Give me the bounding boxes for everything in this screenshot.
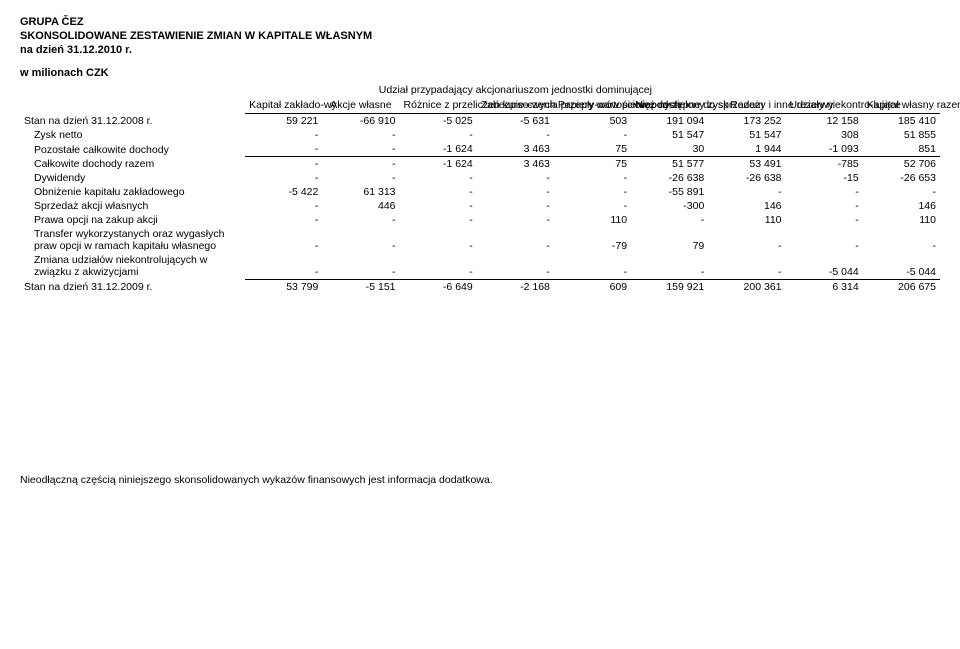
row-opt: Prawa opcji na zakup akcji ----110-110-1… [20, 213, 940, 227]
col-6: Niepod-zielony zysk [631, 98, 708, 114]
column-header-row: Kapitał zakłado-wy Akcje własne Różnice … [20, 98, 940, 114]
col-8: Udziały niekontro-lujące [786, 98, 863, 114]
row-label: Transfer wykorzystanych oraz wygasłych p… [20, 227, 245, 253]
row-dec: Obniżenie kapitału zakładowego -5 42261 … [20, 185, 940, 199]
report-asof: na dzień 31.12.2010 r. [20, 44, 940, 58]
col-5: Papiery wartościowe dostępne do sprzedaż… [554, 98, 631, 114]
row-label: Pozostałe całkowite dochody [20, 142, 245, 157]
col-4: Zabezpie-czenia przepły-wów pienięż-nych [477, 98, 554, 114]
row-open: Stan na dzień 31.12.2008 r. 59 221 -66 9… [20, 114, 940, 129]
footer-note: Nieodłączną częścią niniejszego skonsoli… [20, 474, 940, 486]
row-sale: Sprzedaż akcji własnych -446----300146-1… [20, 199, 940, 213]
row-transfer: Transfer wykorzystanych oraz wygasłych p… [20, 227, 940, 253]
row-netto: Zysk netto -----51 54751 54730851 855 [20, 128, 940, 142]
row-total-ci: Całkowite dochody razem ---1 6243 463755… [20, 157, 940, 172]
unit-note: w milionach CZK [20, 67, 940, 79]
row-label: Sprzedaż akcji własnych [20, 199, 245, 213]
row-label: Zmiana udziałów niekontrolujących w zwią… [20, 253, 245, 279]
col-2: Akcje własne [322, 98, 399, 114]
row-label: Dywidendy [20, 171, 245, 185]
col-9: Kapitał własny razem [863, 98, 940, 114]
spanner-row: Udział przypadający akcjonariuszom jedno… [20, 83, 940, 98]
company-name: GRUPA ČEZ [20, 16, 940, 30]
row-label: Całkowite dochody razem [20, 157, 245, 172]
col-3: Różnice z przeliczeń kurso-wych [400, 98, 477, 114]
row-label: Stan na dzień 31.12.2009 r. [20, 279, 245, 294]
col-1: Kapitał zakłado-wy [245, 98, 322, 114]
row-close: Stan na dzień 31.12.2009 r. 53 799-5 151… [20, 279, 940, 294]
row-label: Obniżenie kapitału zakładowego [20, 185, 245, 199]
row-label: Stan na dzień 31.12.2008 r. [20, 114, 245, 129]
row-div: Dywidendy ------26 638-26 638-15-26 653 [20, 171, 940, 185]
equity-table: Udział przypadający akcjonariuszom jedno… [20, 83, 940, 294]
row-label: Zysk netto [20, 128, 245, 142]
report-title: SKONSOLIDOWANE ZESTAWIENIE ZMIAN W KAPIT… [20, 30, 940, 44]
spanner: Udział przypadający akcjonariuszom jedno… [245, 83, 785, 98]
report-header: GRUPA ČEZ SKONSOLIDOWANE ZESTAWIENIE ZMI… [20, 16, 940, 57]
row-other: Pozostałe całkowite dochody ---1 6243 46… [20, 142, 940, 157]
row-label: Prawa opcji na zakup akcji [20, 213, 245, 227]
row-nci: Zmiana udziałów niekontrolujących w zwią… [20, 253, 940, 279]
